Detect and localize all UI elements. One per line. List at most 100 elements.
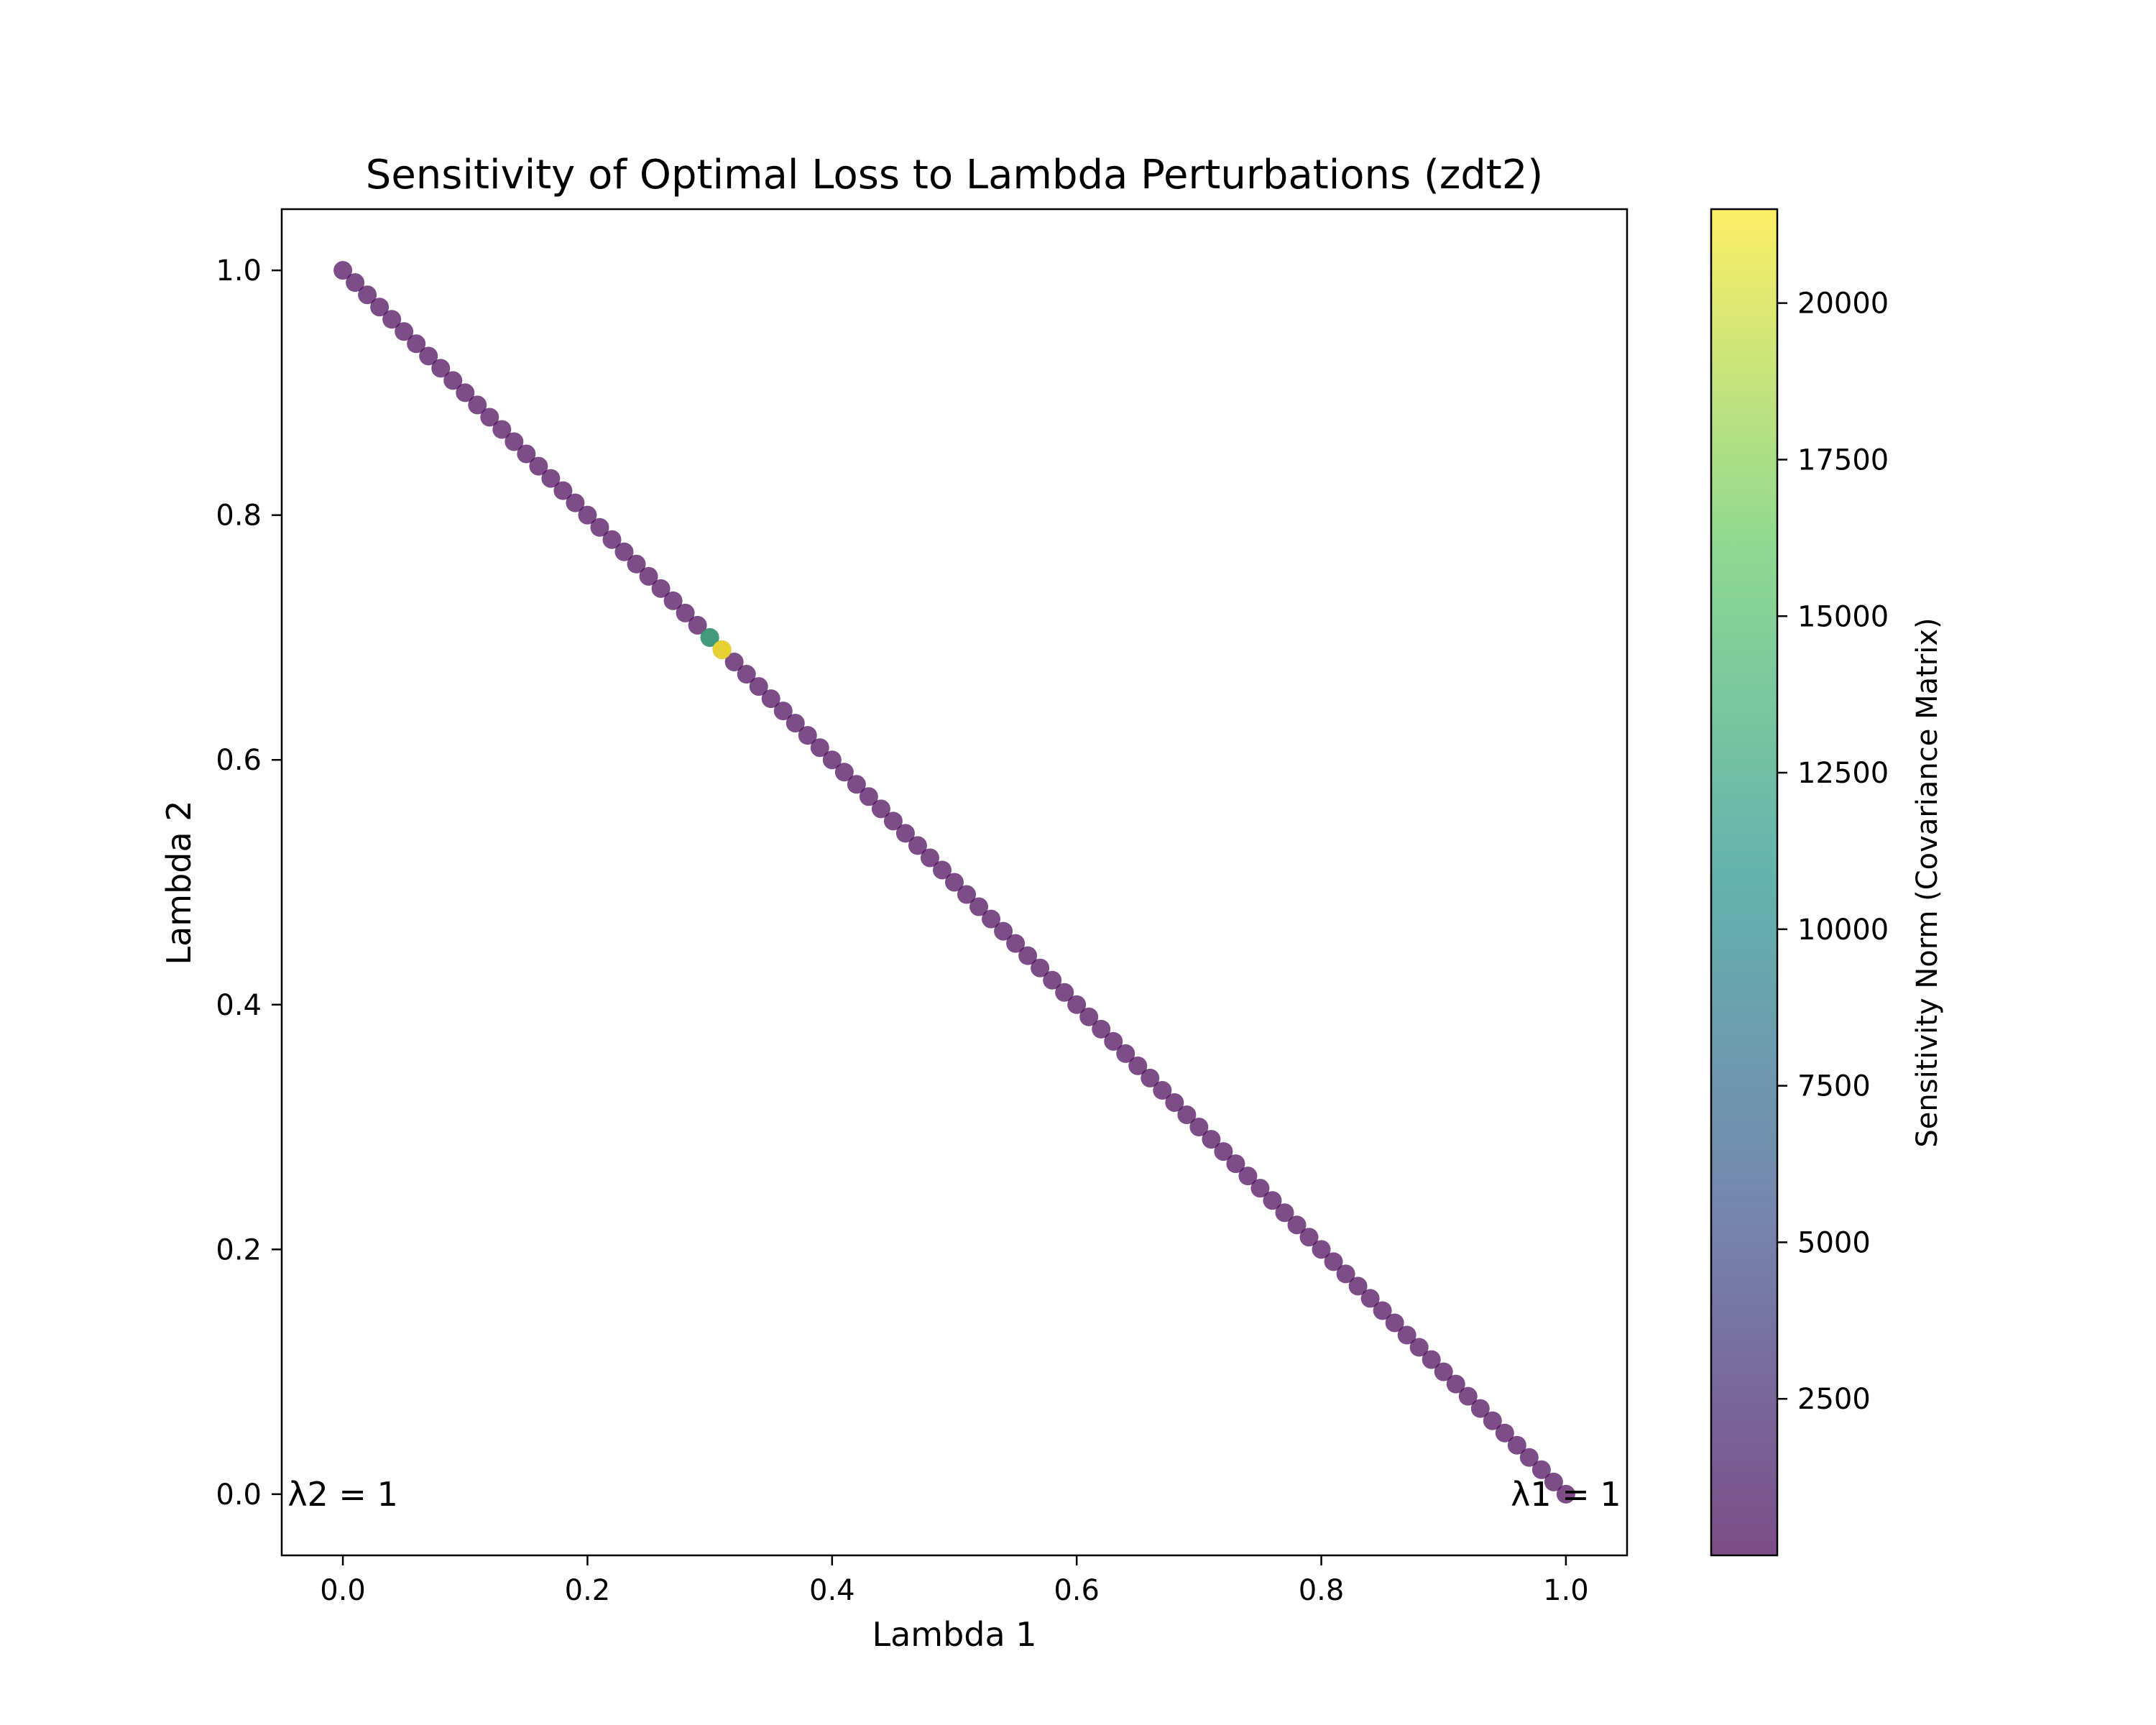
scatter-point (1470, 1399, 1490, 1418)
scatter-point (1067, 995, 1087, 1014)
scatter-point (1250, 1179, 1270, 1198)
colorbar-tick-label: 17500 (1797, 443, 1889, 477)
scatter-point (1177, 1105, 1197, 1125)
scatter-point (529, 456, 548, 476)
scatter-point (456, 383, 475, 402)
scatter-point (480, 408, 499, 427)
scatter-point (541, 469, 561, 488)
scatter-point (773, 702, 793, 721)
scatter-point (590, 518, 609, 537)
scatter-point (1104, 1031, 1123, 1051)
scatter-point (1018, 946, 1038, 965)
y-axis-ticks: 0.0 0.2 0.4 0.6 0.8 1.0 (216, 254, 282, 1512)
scatter-point (602, 530, 622, 549)
x-tick-label: 0.8 (1299, 1574, 1345, 1607)
scatter-point (1434, 1362, 1453, 1381)
scatter-point (822, 750, 842, 770)
y-axis-label: Lambda 2 (160, 800, 198, 965)
scatter-point (1287, 1215, 1307, 1235)
scatter-point (1495, 1423, 1514, 1443)
scatter-point (1446, 1374, 1465, 1394)
scatter-point (1409, 1338, 1429, 1357)
y-tick-label: 0.4 (216, 989, 262, 1022)
scatter-point (724, 653, 744, 672)
scatter-point (1275, 1203, 1294, 1223)
colorbar-tick-label: 20000 (1797, 288, 1889, 321)
scatter-point-high-sensitivity (712, 640, 732, 659)
scatter-point (1202, 1130, 1221, 1149)
scatter-point (1226, 1154, 1245, 1174)
scatter-point (1397, 1325, 1416, 1345)
scatter-point (407, 334, 426, 354)
scatter-point (1483, 1411, 1502, 1430)
scatter-point (1055, 983, 1074, 1002)
scatter-point (749, 677, 768, 696)
scatter-point (1263, 1191, 1282, 1210)
scatter-point (676, 603, 695, 622)
colorbar-tick-label: 12500 (1797, 757, 1889, 790)
scatter-point (982, 909, 1001, 929)
scatter-point-high-sensitivity (700, 627, 719, 647)
scatter-point (395, 322, 414, 341)
scatter-point (1422, 1350, 1441, 1369)
scatter-point (761, 689, 780, 709)
y-tick-label: 1.0 (216, 254, 262, 288)
colorbar-label: Sensitivity Norm (Covariance Matrix) (1911, 617, 1944, 1147)
scatter-point (969, 897, 989, 916)
scatter-point (1299, 1228, 1319, 1247)
colorbar: 2500 5000 7500 10000 12500 15000 17500 20000 Se… (1710, 208, 1944, 1557)
scatter-point (688, 615, 707, 635)
scatter-point (1238, 1167, 1258, 1186)
scatter-point (1556, 1484, 1575, 1504)
scatter-point (382, 310, 402, 329)
scatter-point (419, 346, 438, 366)
annotations: λ2 = 1 λ1 = 1 (287, 1475, 1621, 1514)
x-tick-label: 0.0 (320, 1574, 366, 1607)
scatter-point (1458, 1386, 1478, 1406)
scatter-point (1336, 1264, 1355, 1284)
scatter-point (1214, 1142, 1233, 1162)
x-axis-ticks: 0.0 0.2 0.4 0.6 0.8 1.0 (320, 1555, 1589, 1607)
scatter-point (346, 273, 365, 293)
scatter-point (1153, 1080, 1172, 1100)
scatter-point (431, 359, 451, 378)
scatter-point (994, 921, 1013, 941)
point-annotation: λ2 = 1 (287, 1475, 398, 1514)
y-tick-label: 0.8 (216, 500, 262, 533)
scatter-point (871, 799, 890, 819)
scatter-point (847, 775, 866, 794)
scatter-point (333, 261, 353, 280)
scatter-point (1312, 1240, 1331, 1259)
colorbar-tick-label: 15000 (1797, 600, 1889, 633)
colorbar-ticks: 2500 5000 7500 10000 12500 15000 17500 20000 (1777, 288, 1889, 1416)
scatter-point (798, 726, 817, 745)
scatter-point (1165, 1092, 1184, 1112)
scatter-point (895, 824, 915, 843)
scatter-point (859, 787, 878, 806)
scatter-point (1348, 1276, 1368, 1296)
y-tick-label: 0.0 (216, 1478, 262, 1512)
scatter-point (1141, 1068, 1160, 1087)
y-tick-label: 0.6 (216, 744, 262, 777)
scatter-point (1043, 970, 1062, 990)
scatter-point (614, 542, 634, 561)
scatter-point (945, 873, 964, 892)
scatter-point (553, 481, 573, 500)
point-annotation: λ1 = 1 (1511, 1475, 1621, 1514)
scatter-point (663, 591, 683, 610)
colorbar-tick-label: 5000 (1797, 1226, 1871, 1259)
x-axis-label: Lambda 1 (872, 1615, 1036, 1654)
scatter-point (492, 420, 512, 439)
scatter-point (1324, 1252, 1343, 1271)
colorbar-tick-label: 7500 (1797, 1070, 1871, 1103)
scatter-point (957, 885, 977, 904)
x-tick-label: 0.6 (1054, 1574, 1100, 1607)
x-tick-label: 0.4 (809, 1574, 855, 1607)
scatter-point (1079, 1007, 1099, 1026)
scatter-point (810, 738, 829, 758)
scatter-point (505, 432, 524, 451)
scatter-point (920, 848, 939, 868)
scatter-point (1507, 1435, 1526, 1455)
scatter-point (1128, 1056, 1148, 1075)
